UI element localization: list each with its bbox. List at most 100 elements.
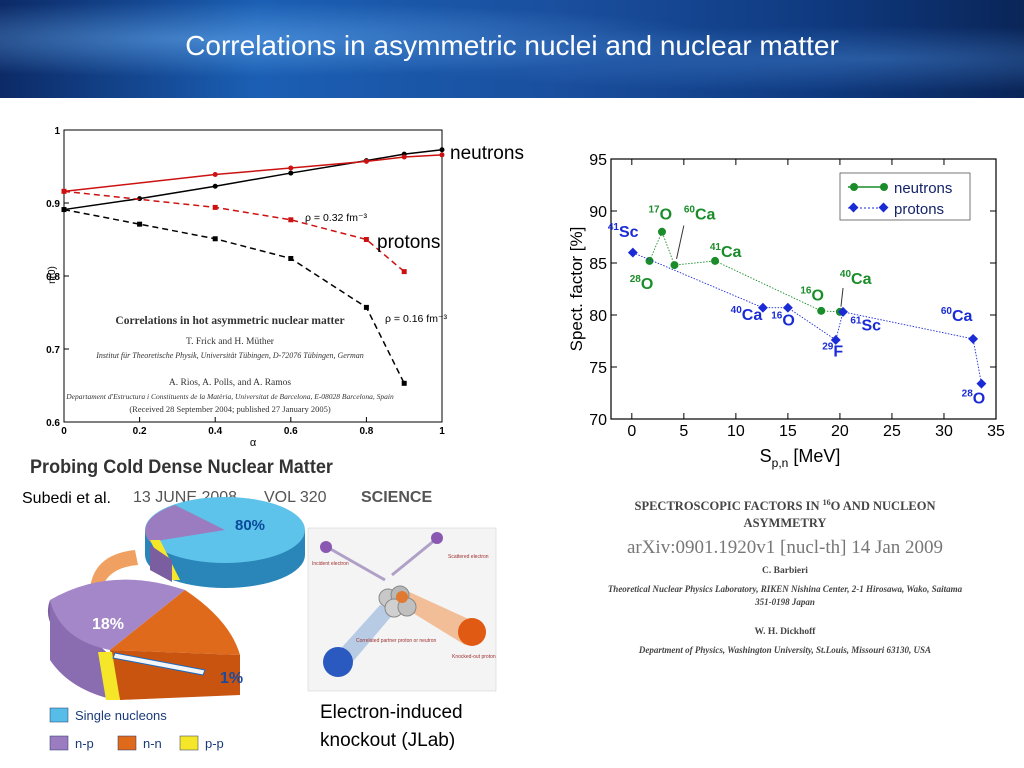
- isotope-label: 16O: [800, 285, 824, 304]
- left-paper-inst1: Institut für Theoretische Physik, Univer…: [95, 351, 363, 360]
- big-pie-nn-top: [110, 590, 240, 655]
- left-series-line-protons-0.32: [63, 190, 405, 273]
- label-incident: Incident electron: [312, 561, 349, 567]
- isotope-mass: 16: [771, 310, 783, 321]
- left-chart: 0 0.2 0.4 0.6 0.8 1 0.6 0.7 0.8 0.9 1 n(0) α ρ = 0…: [46, 126, 447, 449]
- isotope-mass: 40: [840, 269, 852, 280]
- left-point-neutrons: [439, 152, 445, 158]
- top-pie-np-slice: [145, 505, 225, 542]
- isotope-label: 16O: [771, 310, 795, 329]
- right-xlabel: Sp,n [MeV]: [760, 446, 841, 470]
- left-ytick-label: 0.8: [46, 272, 60, 283]
- proton-point: [838, 306, 848, 317]
- knockout-beam: [400, 590, 475, 645]
- right-paper-title-post: O AND NUCLEON: [830, 499, 936, 514]
- legend-nn-text: n-n: [143, 736, 162, 751]
- legend-box: [839, 172, 971, 221]
- proton-point: [976, 378, 987, 389]
- isotope-mass: 16: [800, 285, 812, 296]
- left-paper-title: Correlations in hot asymmetric nuclear m…: [115, 315, 344, 327]
- right-xtick-label: 15: [779, 423, 797, 440]
- left-ytick-label: 0.9: [46, 199, 60, 210]
- left-series-line-neutrons-0.32: [63, 154, 443, 193]
- knocked-out-proton: [458, 618, 486, 646]
- isotope-element: Ca: [721, 244, 742, 261]
- isotope-mass: 41: [710, 242, 722, 253]
- incident-electron: [320, 541, 332, 553]
- isotope-element: O: [812, 287, 824, 304]
- left-point-protons: [363, 237, 369, 242]
- right-paper-author1: C. Barbieri: [762, 566, 808, 576]
- left-point-neutrons: [401, 154, 407, 160]
- left-paper-inst2: Departament d'Estructura i Constituents …: [65, 392, 394, 401]
- left-paper-authors1: T. Frick and H. Müther: [186, 337, 275, 347]
- left-xtick-label: 0.4: [208, 426, 222, 437]
- isotope-label: 60Ca: [684, 204, 716, 223]
- isotope-label: 61Sc: [850, 316, 881, 335]
- isotope-element: Sc: [619, 224, 639, 241]
- right-legend: neutrons protons: [839, 172, 971, 221]
- big-pie-np-pct: 18%: [92, 616, 124, 633]
- isotope-mass: 41: [608, 222, 620, 233]
- legend-single-text: Single nucleons: [75, 708, 167, 723]
- arrow-60ca: [676, 225, 685, 259]
- science-headline: Probing Cold Dense Nuclear Matter: [30, 457, 333, 478]
- scattered-electron-beam: [391, 538, 436, 577]
- right-paper-inst1-line1: Theoretical Nuclear Physics Laboratory, …: [607, 584, 963, 594]
- right-series: [627, 225, 987, 389]
- right-axis-ticks: 0 5 10 15 20 25 30 35 70 75 80 85 90 95: [589, 152, 1005, 440]
- isotope-label: 40Ca: [731, 305, 763, 324]
- legend-np-swatch: [49, 735, 69, 751]
- left-point-neutrons: [288, 165, 294, 171]
- right-ytick-label: 70: [589, 412, 607, 429]
- right-xlabel-sub: p,n: [772, 456, 789, 470]
- neutron-point: [670, 261, 679, 270]
- left-point-neutrons: [363, 158, 369, 164]
- isotope-label: 29F: [822, 342, 843, 361]
- right-paper-inst1-line2: 351-0198 Japan: [755, 597, 815, 607]
- left-point-neutrons: [212, 172, 218, 178]
- isotope-label: 60Ca: [941, 306, 973, 325]
- big-pie-pointer: [112, 652, 206, 676]
- left-point-protons: [288, 255, 294, 261]
- proton-point: [968, 333, 979, 344]
- right-paper-inst1: Theoretical Nuclear Physics Laboratory, …: [546, 583, 1024, 609]
- isotope-mass: 61: [850, 316, 862, 327]
- isotope-label: 41Ca: [710, 242, 742, 261]
- proton-point: [830, 335, 841, 345]
- legend-protons-text: protons: [894, 201, 944, 218]
- left-point-protons: [212, 204, 218, 210]
- right-ytick-label: 75: [589, 360, 607, 377]
- isotope-element: Ca: [695, 206, 716, 223]
- neutron-point: [657, 227, 666, 236]
- left-point-protons: [288, 217, 294, 223]
- right-xlabel-unit: [MeV]: [788, 446, 840, 466]
- legend-pp-swatch: [179, 735, 199, 751]
- isotope-mass: 28: [962, 388, 974, 399]
- title-banner: [0, 0, 1024, 98]
- banner-glow: [0, 0, 1024, 98]
- left-series: [61, 147, 445, 386]
- right-ytick-label: 90: [589, 204, 607, 221]
- isotope-element: Sc: [861, 318, 881, 335]
- right-ytick-label: 80: [589, 308, 607, 325]
- left-xlabel: α: [250, 437, 257, 449]
- left-axis-ticks: 0 0.2 0.4 0.6 0.8 1 0.6 0.7 0.8 0.9 1: [46, 126, 445, 437]
- left-point-protons: [137, 221, 143, 227]
- legend-single-swatch: [49, 707, 69, 723]
- right-xtick-label: 10: [727, 423, 745, 440]
- neutrons-label: neutrons: [450, 143, 524, 164]
- big-pie-pp-slice: [98, 652, 120, 700]
- partner-beam: [335, 605, 395, 665]
- nucleus-proton: [396, 591, 408, 603]
- left-ytick-label: 0.7: [46, 345, 60, 356]
- isotope-element: Ca: [851, 271, 872, 288]
- protons-label: protons: [377, 232, 441, 253]
- left-point-protons: [212, 236, 218, 242]
- proton-point: [757, 302, 768, 313]
- rho-high-label: ρ = 0.32 fm⁻³: [305, 212, 367, 224]
- right-xtick-label: 35: [987, 423, 1005, 440]
- isotope-element: Ca: [952, 308, 973, 325]
- right-xtick-label: 0: [627, 423, 636, 440]
